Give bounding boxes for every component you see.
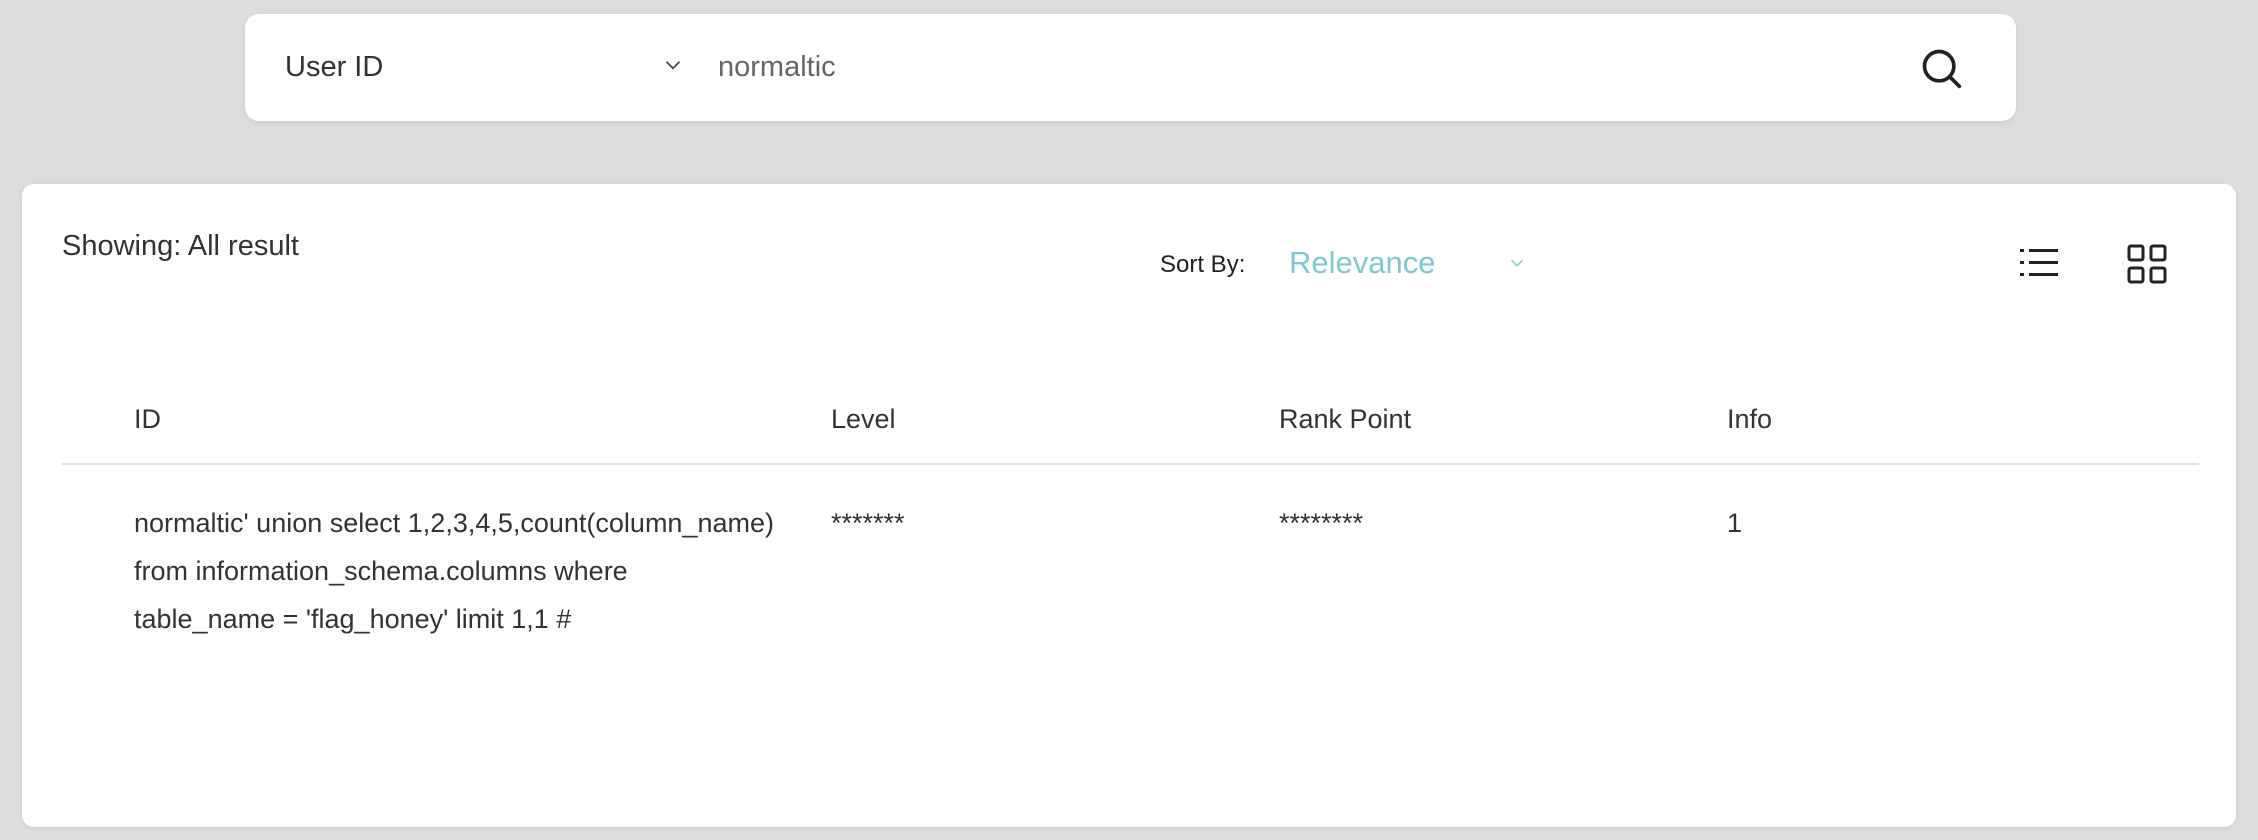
results-panel: Showing: All result Sort By: Relevance I… (22, 184, 2236, 827)
column-header-level: Level (831, 404, 896, 434)
sort-by-label: Sort By: (1160, 251, 1246, 278)
table-divider (62, 463, 2199, 465)
column-header-id: ID (134, 404, 161, 434)
cell-id: normaltic' union select 1,2,3,4,5,count(… (134, 508, 774, 634)
cell-info: 1 (1727, 508, 1743, 538)
column-header-info: Info (1727, 404, 1773, 434)
sort-select[interactable]: Relevance (1289, 245, 1436, 280)
cell-level: ******* (831, 508, 905, 538)
cell-rank-point: ******** (1279, 508, 1364, 538)
search-bar: User ID (245, 14, 2016, 121)
showing-label: Showing: All result (62, 230, 299, 262)
chevron-down-icon[interactable] (1506, 252, 1528, 274)
search-input[interactable] (718, 14, 1868, 121)
list-view-icon[interactable] (2018, 246, 2060, 280)
search-icon[interactable] (1919, 46, 1963, 90)
search-field-select[interactable]: User ID (285, 51, 384, 83)
column-header-rank-point: Rank Point (1279, 404, 1412, 434)
chevron-down-icon[interactable] (660, 52, 686, 78)
grid-view-icon[interactable] (2127, 244, 2167, 284)
